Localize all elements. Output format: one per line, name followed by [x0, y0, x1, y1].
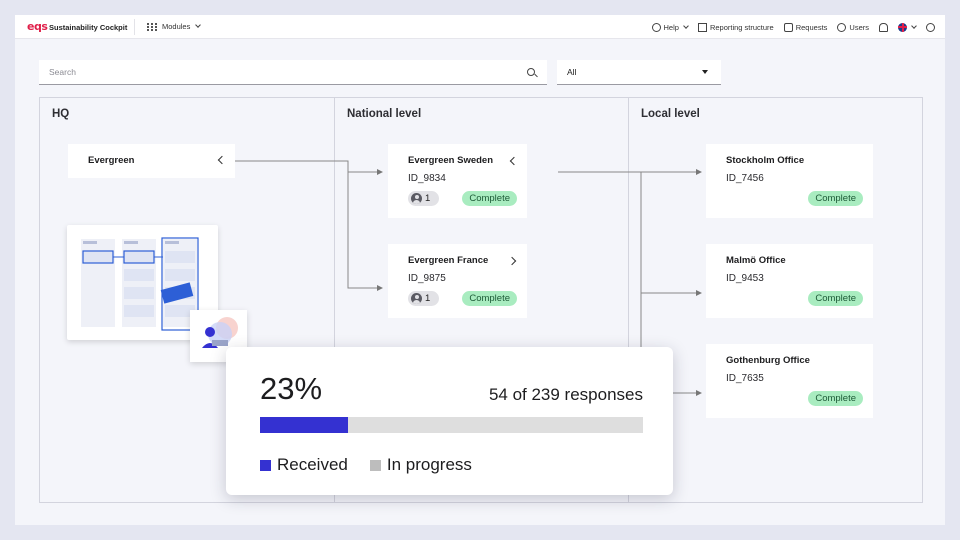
requests-link[interactable]: Requests: [783, 20, 828, 34]
notifications-button[interactable]: [879, 20, 888, 34]
progress-legend: Received In progress: [260, 455, 472, 475]
reporting-structure-label: Reporting structure: [709, 22, 774, 32]
card-title: Evergreen France: [408, 255, 489, 266]
chevron-down-icon: [195, 22, 202, 28]
card-title: Malmö Office: [726, 255, 786, 266]
status-badge: Complete: [808, 191, 863, 206]
legend-in-progress-label: In progress: [386, 455, 472, 474]
user-count-badge: 1: [408, 291, 439, 306]
eqs-logo[interactable]: eqs: [27, 20, 48, 33]
chevron-left-icon[interactable]: [509, 156, 519, 166]
card-id: ID_7635: [726, 373, 764, 384]
status-badge: Complete: [462, 191, 517, 206]
chevron-right-icon[interactable]: [507, 256, 517, 266]
users-link[interactable]: Users: [837, 20, 869, 34]
user-avatar-icon: [926, 22, 935, 32]
card-title: Evergreen Sweden: [408, 155, 494, 166]
local-card[interactable]: Malmö Office ID_9453 Complete: [706, 244, 873, 318]
grid-icon: [147, 22, 158, 31]
requests-icon: [783, 22, 793, 32]
card-title: Gothenburg Office: [726, 355, 810, 366]
card-id: ID_9834: [408, 173, 446, 184]
card-title: Evergreen: [88, 155, 135, 166]
user-count: 1: [425, 293, 431, 304]
person-icon: [411, 293, 422, 304]
person-icon: [411, 193, 422, 204]
progress-bar-fill: [260, 417, 349, 433]
language-selector[interactable]: [898, 20, 917, 34]
board-thumbnail-graphic: [81, 237, 199, 331]
legend-in-progress: In progress: [369, 455, 472, 475]
card-id: ID_7456: [726, 173, 764, 184]
structure-icon: [697, 22, 707, 32]
modules-label: Modules: [162, 22, 191, 31]
card-id: ID_9453: [726, 273, 764, 284]
local-card[interactable]: Gothenburg Office ID_7635 Complete: [706, 344, 873, 418]
national-card[interactable]: Evergreen France ID_9875 1 Complete: [388, 244, 527, 318]
column-title-local: Local level: [641, 108, 700, 120]
app-window: eqs Sustainability Cockpit Modules Help …: [15, 15, 945, 525]
local-card[interactable]: Stockholm Office ID_7456 Complete: [706, 144, 873, 218]
structure-illustration: [67, 225, 218, 340]
top-nav: Help Reporting structure Requests Users: [651, 20, 935, 34]
search-icon[interactable]: [527, 68, 535, 76]
chevron-down-icon: [683, 22, 689, 29]
status-badge: Complete: [808, 391, 863, 406]
response-progress-card: 23% 54 of 239 responses Received In prog…: [226, 347, 673, 495]
in-progress-swatch: [369, 459, 381, 471]
reporting-board: HQ National level Local level Evergreen …: [39, 97, 923, 503]
bell-icon: [879, 22, 888, 32]
card-title: Stockholm Office: [726, 155, 805, 166]
column-divider: [628, 98, 629, 502]
account-button[interactable]: [926, 20, 935, 34]
card-id: ID_9875: [408, 273, 446, 284]
reporting-structure-link[interactable]: Reporting structure: [697, 20, 774, 34]
help-label: Help: [663, 22, 679, 32]
level-filter-select[interactable]: All: [557, 60, 721, 85]
search-input[interactable]: Search: [39, 60, 547, 85]
legend-received-label: Received: [277, 455, 348, 474]
divider: [134, 19, 135, 35]
modules-menu[interactable]: Modules: [147, 22, 202, 31]
user-count-badge: 1: [408, 191, 439, 206]
responses-count: 54 of 239 responses: [488, 385, 643, 404]
chevron-down-icon: [911, 22, 917, 29]
top-bar: eqs Sustainability Cockpit Modules Help …: [15, 15, 945, 39]
chevron-left-icon[interactable]: [217, 155, 227, 165]
requests-label: Requests: [795, 22, 828, 32]
uk-flag-icon: [898, 22, 907, 32]
received-swatch: [260, 459, 271, 471]
app-title: Sustainability Cockpit: [49, 23, 128, 32]
progress-percent: 23%: [260, 371, 323, 406]
person-laptop-graphic: [202, 317, 238, 348]
column-divider: [334, 98, 335, 502]
legend-received: Received: [260, 455, 348, 475]
status-badge: Complete: [462, 291, 517, 306]
column-title-hq: HQ: [52, 108, 70, 120]
hq-card-evergreen[interactable]: Evergreen: [68, 144, 235, 178]
caret-down-icon: [702, 70, 708, 74]
national-card[interactable]: Evergreen Sweden ID_9834 1 Complete: [388, 144, 527, 218]
users-icon: [837, 22, 847, 32]
users-label: Users: [849, 22, 869, 32]
column-title-national: National level: [347, 108, 422, 120]
progress-bar: [260, 417, 643, 433]
help-menu[interactable]: Help: [651, 20, 689, 34]
status-badge: Complete: [808, 291, 863, 306]
help-icon: [651, 22, 661, 32]
user-count: 1: [425, 193, 431, 204]
search-placeholder: Search: [49, 67, 76, 77]
filter-value: All: [567, 67, 577, 77]
